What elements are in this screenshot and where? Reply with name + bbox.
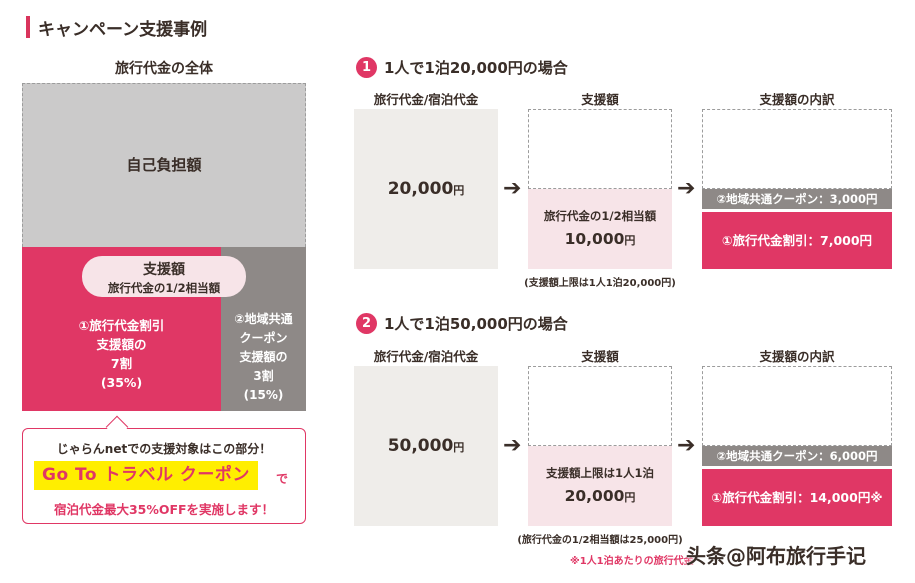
case2-support-box [528,446,672,526]
case2-support-value: 20,000円 [528,487,672,505]
support-pill-title: 支援額 [143,262,185,278]
case1-support-label: 旅行代金の1/2相当額 [543,209,657,223]
case2-price: 50,000円 [354,436,498,456]
callout-line3: 宿泊代金最大35%OFFを実施します！ [53,502,275,517]
case1-col-support: 支援額 [581,92,619,107]
discount-line: ①旅行代金割引 [78,318,165,333]
arrow-right-icon: ➔ [503,176,522,201]
coupon-text: ②地域共通 クーポン 支援額の 3割 (15%) [221,310,306,405]
footnote: ※1人1泊あたりの旅行代金 [570,556,694,567]
gototravel-coupon-logo: Go To トラベル クーポン [34,461,258,490]
case2-note: (旅行代金の1/2相当額は25,000円) [517,535,683,546]
case2-col-price: 旅行代金/宿泊代金 [373,349,479,364]
case2-price-box [354,366,498,526]
case1-price-box [354,109,498,269]
self-pay-label: 自己負担額 [126,156,202,174]
page-title: キャンペーン支援事例 [38,20,208,40]
case1-number-badge: 1 [356,57,377,78]
case1-col-price: 旅行代金/宿泊代金 [373,92,479,107]
coupon-line: 支援額の [239,350,288,364]
watermark: 头条@阿布旅行手记 [686,544,866,568]
case2-support-label: 支援額上限は1人1泊 [545,466,654,480]
support-pill: 支援額 旅行代金の1/2相当額 [82,256,246,297]
arrow-right-icon: ➔ [677,433,696,458]
case2-title: 1人で1泊50,000円の場合 [384,315,568,333]
case1-breakdown-empty [702,109,892,189]
case2-breakdown-empty [702,366,892,446]
coupon-line: 3割 [253,369,274,383]
case2-col-support: 支援額 [581,349,619,364]
callout-line1: じゃらんnetでの支援対象はこの部分！ [56,442,272,456]
arrow-right-icon: ➔ [677,176,696,201]
coupon-line: (15%) [243,388,284,402]
case2-discount-bar: ①旅行代金割引：14,000円※ [702,469,892,526]
case1-support-empty [528,109,672,189]
case1-price-value: 20,000 [387,179,454,199]
case1-support-box [528,189,672,269]
case2-number-badge: 2 [356,313,377,334]
case2-support-amount: 20,000 [564,487,625,505]
case1-support-yen: 円 [624,234,636,247]
callout-de: で [276,472,289,486]
arrow-right-icon: ➔ [503,433,522,458]
case1-coupon-bar: ②地域共通クーポン：3,000円 [702,189,892,209]
case1-discount-bar: ①旅行代金割引：7,000円 [702,212,892,269]
coupon-line: ②地域共通 [234,312,293,326]
case1-support-amount: 10,000 [564,230,625,248]
overview-title: 旅行代金の全体 [115,61,213,77]
case1-support-value: 10,000円 [528,230,672,248]
self-pay-box [22,83,306,247]
case1-col-breakdown: 支援額の内訳 [759,92,835,107]
case2-col-breakdown: 支援額の内訳 [759,349,835,364]
case1-price-yen: 円 [453,184,465,197]
support-pill-sub: 旅行代金の1/2相当額 [107,281,221,295]
discount-line: (35%) [100,375,143,390]
case1-price: 20,000円 [354,179,498,199]
coupon-line: クーポン [239,331,288,345]
case2-price-value: 50,000 [387,436,454,456]
case2-coupon-bar: ②地域共通クーポン：6,000円 [702,446,892,466]
case1-note: (支援額上限は1人1泊20,000円) [524,278,676,289]
discount-line: 7割 [110,356,133,371]
title-accent-bar [26,16,30,38]
case2-support-empty [528,366,672,446]
case2-price-yen: 円 [453,441,465,454]
case1-title: 1人で1泊20,000円の場合 [384,59,568,77]
discount-text: ①旅行代金割引 支援額の 7割 (35%) [22,316,221,392]
discount-line: 支援額の [96,337,147,352]
case2-support-yen: 円 [624,491,636,504]
